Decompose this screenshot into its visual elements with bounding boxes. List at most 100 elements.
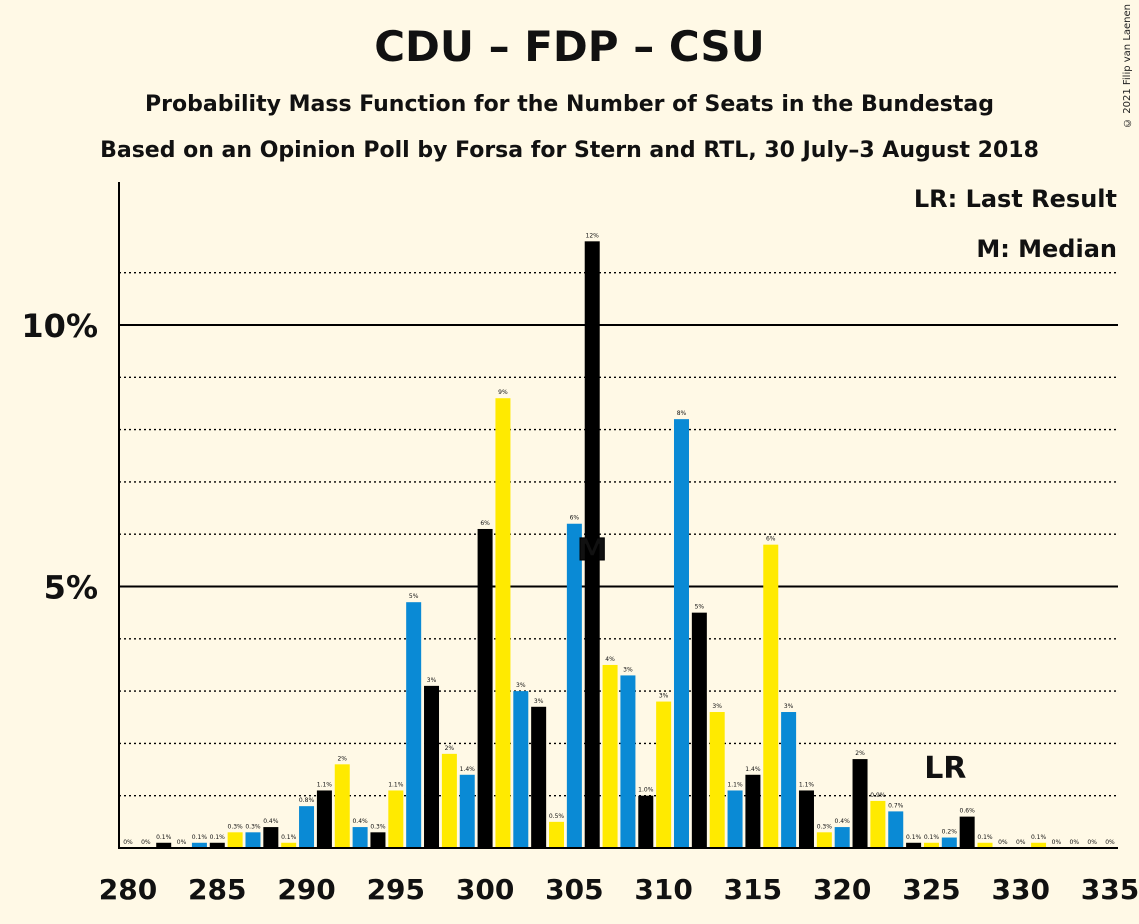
bar-293 — [352, 827, 368, 848]
bar-326 — [941, 837, 957, 848]
bar-300 — [477, 528, 493, 848]
bar-308 — [620, 675, 636, 848]
bar-label-307: 4% — [605, 656, 615, 663]
bar-label-326: 0.2% — [942, 829, 958, 836]
bar-label-321: 2% — [855, 750, 865, 757]
bar-295 — [388, 790, 404, 848]
bar-label-299: 1.4% — [460, 766, 476, 773]
median-marker: M — [577, 533, 607, 568]
legend-last-result: LR: Last Result — [913, 185, 1117, 213]
x-tick-label: 315 — [724, 873, 782, 906]
bar-label-290: 0.8% — [299, 797, 315, 804]
bar-289 — [281, 842, 297, 848]
bar-label-295: 1.1% — [388, 781, 404, 788]
bar-label-311: 8% — [677, 410, 687, 417]
bar-label-330: 0% — [1016, 839, 1026, 846]
bar-label-302: 3% — [516, 682, 526, 689]
bar-label-313: 3% — [712, 703, 722, 710]
bar-label-281: 0% — [141, 839, 151, 846]
chart-subtitle: Probability Mass Function for the Number… — [145, 92, 994, 117]
x-tick-label: 305 — [545, 873, 603, 906]
bar-label-314: 1.1% — [727, 781, 743, 788]
bar-label-280: 0% — [123, 839, 133, 846]
bar-296 — [406, 602, 422, 848]
bar-292 — [334, 764, 350, 848]
bar-label-319: 0.3% — [817, 823, 833, 830]
bar-label-322: 0.9% — [870, 792, 886, 799]
x-tick-label: 310 — [634, 873, 692, 906]
bar-label-296: 5% — [409, 593, 419, 600]
bar-299 — [459, 774, 475, 848]
bar-284 — [191, 842, 207, 848]
bar-288 — [263, 827, 279, 848]
bar-label-303: 3% — [534, 698, 544, 705]
last-result-marker: LR — [924, 751, 966, 786]
bar-305 — [566, 523, 582, 848]
bar-label-317: 3% — [784, 703, 794, 710]
bar-label-301: 9% — [498, 389, 508, 396]
bar-294 — [370, 832, 386, 848]
bar-label-293: 0.4% — [352, 818, 368, 825]
bar-label-315: 1.4% — [745, 766, 761, 773]
bar-307 — [602, 664, 618, 848]
bar-297 — [424, 685, 440, 848]
bar-317 — [781, 712, 797, 848]
chart-subtitle-2: Based on an Opinion Poll by Forsa for St… — [100, 138, 1039, 163]
bar-322 — [870, 800, 886, 848]
bar-label-285: 0.1% — [210, 834, 226, 841]
bar-309 — [638, 795, 654, 848]
x-tick-label: 320 — [813, 873, 871, 906]
bar-label-325: 0.1% — [924, 834, 940, 841]
bar-313 — [709, 712, 725, 848]
bar-325 — [923, 842, 939, 848]
bar-label-287: 0.3% — [245, 823, 261, 830]
bar-label-306: 12% — [586, 232, 600, 239]
bar-323 — [888, 811, 904, 848]
bar-label-286: 0.3% — [228, 823, 244, 830]
bar-316 — [763, 544, 779, 848]
bar-287 — [245, 832, 261, 848]
x-tick-label: 285 — [188, 873, 246, 906]
bar-306 — [584, 241, 600, 848]
x-tick-label: 325 — [902, 873, 960, 906]
bar-label-283: 0% — [177, 839, 187, 846]
x-tick-label: 335 — [1081, 873, 1139, 906]
bar-label-312: 5% — [695, 604, 705, 611]
bar-label-298: 2% — [445, 745, 455, 752]
chart-title: CDU – FDP – CSU — [374, 22, 765, 71]
bar-314 — [727, 790, 743, 848]
bar-311 — [673, 419, 689, 848]
bar-label-310: 3% — [659, 693, 669, 700]
bar-298 — [441, 753, 457, 848]
bar-319 — [816, 832, 832, 848]
bar-286 — [227, 832, 243, 848]
bar-310 — [656, 701, 672, 848]
bar-324 — [906, 842, 922, 848]
bar-304 — [549, 821, 565, 848]
bar-label-309: 1.0% — [638, 787, 654, 794]
bar-label-334: 0% — [1087, 839, 1097, 846]
bar-label-324: 0.1% — [906, 834, 922, 841]
bar-label-328: 0.1% — [977, 834, 993, 841]
bar-320 — [834, 827, 850, 848]
x-tick-label: 330 — [992, 873, 1050, 906]
bar-label-284: 0.1% — [192, 834, 208, 841]
bar-label-323: 0.7% — [888, 802, 904, 809]
bar-label-282: 0.1% — [156, 834, 172, 841]
bar-label-320: 0.4% — [835, 818, 851, 825]
bar-282 — [156, 842, 172, 848]
x-tick-label: 300 — [456, 873, 514, 906]
bar-318 — [798, 790, 814, 848]
bar-302 — [513, 691, 529, 848]
bar-label-304: 0.5% — [549, 813, 565, 820]
bar-290 — [299, 806, 315, 848]
bar-321 — [852, 759, 868, 848]
bar-label-308: 3% — [623, 666, 633, 673]
bar-label-331: 0.1% — [1031, 834, 1047, 841]
x-tick-label: 295 — [367, 873, 425, 906]
bar-label-333: 0% — [1070, 839, 1080, 846]
bar-label-288: 0.4% — [263, 818, 279, 825]
bar-label-332: 0% — [1052, 839, 1062, 846]
bar-label-335: 0% — [1105, 839, 1115, 846]
